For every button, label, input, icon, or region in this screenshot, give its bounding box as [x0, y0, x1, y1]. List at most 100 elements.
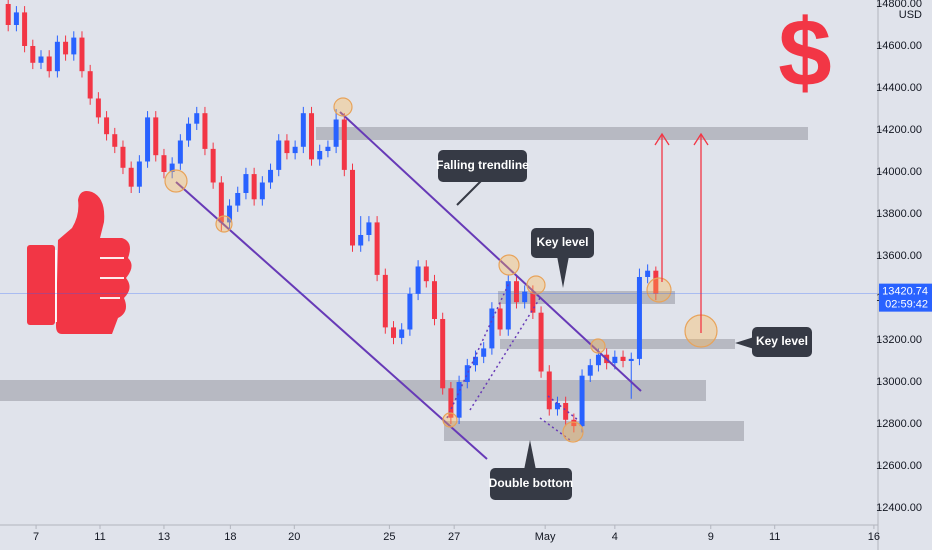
y-tick-label: 14400.00 [876, 82, 922, 94]
candle-body [128, 167, 134, 187]
candle-body [309, 113, 315, 160]
last-price-label: 13420.74 [882, 286, 928, 298]
x-tick-label: 11 [94, 531, 105, 543]
candle-body [243, 174, 249, 193]
candle-body [325, 146, 331, 151]
highlight-circle [646, 277, 672, 303]
highlight-circle [215, 215, 233, 233]
callout-pointer [557, 256, 569, 288]
x-tick-label: 27 [448, 531, 460, 543]
candle-body [530, 291, 536, 313]
candle-body [341, 119, 347, 170]
y-tick-label: 12600.00 [876, 460, 922, 472]
candle-body [161, 155, 167, 172]
callout-pointer [735, 337, 754, 349]
candle-body [177, 140, 183, 164]
candle-body [259, 182, 265, 200]
callout-label: Falling trendline [436, 158, 529, 172]
y-tick-label: 13200.00 [876, 334, 922, 346]
last-price-bg [879, 283, 932, 312]
candle-body [54, 41, 60, 72]
trendline [175, 181, 488, 460]
candle-body [317, 150, 323, 160]
highlight-circle [333, 97, 353, 117]
y-tick-label: 14600.00 [876, 40, 922, 52]
callout-label: Double bottom [489, 476, 574, 490]
candle-body [104, 117, 110, 135]
candle-body [464, 365, 470, 382]
candle-body [391, 327, 397, 338]
thumbs-up-icon [27, 191, 132, 334]
x-tick-label: 7 [33, 531, 39, 543]
candle-body [407, 293, 413, 330]
candle-body [350, 169, 356, 246]
x-tick-label: 25 [383, 531, 395, 543]
price-axis [878, 0, 932, 550]
candle-body [456, 381, 462, 418]
callout-box [531, 228, 594, 258]
currency-label: USD [899, 9, 922, 21]
candle-body [440, 318, 446, 389]
candle-body [292, 146, 298, 154]
x-tick-label: 9 [708, 531, 714, 543]
y-tick-label: 13800.00 [876, 208, 922, 220]
candle-body [636, 276, 642, 359]
axis-labels: 12400.00 12600.00 12800.00 13000.00 13200.00… [33, 0, 922, 543]
candle-body [620, 356, 626, 361]
candle-body [268, 169, 274, 183]
candle-body [522, 291, 528, 303]
candle-body [489, 308, 495, 349]
candle-body [505, 281, 511, 330]
callout-box [752, 327, 812, 357]
candle-body [87, 71, 93, 99]
y-tick-label: 13000.00 [876, 376, 922, 388]
candle-body [579, 375, 585, 427]
zones [0, 127, 808, 441]
candle-body [194, 113, 200, 124]
highlight-circle [442, 412, 458, 428]
callout-pointer [456, 179, 483, 206]
countdown-label: 02:59:42 [885, 299, 928, 311]
channel-line [547, 395, 579, 421]
candle-body [153, 117, 159, 156]
candle-body [538, 312, 544, 372]
candle-body [472, 356, 478, 366]
candle-body [546, 371, 552, 410]
y-tick-label: 13600.00 [876, 250, 922, 262]
highlight-circle [526, 275, 546, 295]
callout-label: Key level [756, 334, 808, 348]
callout-box [490, 468, 572, 500]
candle-body [366, 222, 372, 235]
candle-body [5, 3, 11, 25]
candle-body [22, 12, 28, 46]
candle-body [112, 134, 118, 147]
candle-body [554, 402, 560, 410]
x-tick-label: 13 [158, 531, 170, 543]
candle-body [227, 205, 233, 223]
candle-body [587, 365, 593, 376]
y-tick-label: 14000.00 [876, 166, 922, 178]
candle-body [71, 37, 77, 55]
candle-body [415, 266, 421, 294]
candle-body [497, 308, 503, 330]
candle-body [46, 56, 52, 72]
candle-body [284, 140, 290, 154]
candle-body [38, 56, 44, 63]
dollar-icon: $ [778, 0, 831, 106]
zone [500, 339, 735, 349]
x-tick-label: 11 [769, 531, 780, 543]
candle-body [218, 182, 224, 223]
candle-body [571, 419, 577, 427]
highlight-circle [590, 338, 606, 354]
candle-body [30, 45, 36, 63]
candle-body [202, 113, 208, 149]
y-tick-label: 14200.00 [876, 124, 922, 136]
candle-body [653, 270, 659, 294]
candle-body [382, 274, 388, 328]
candle-body [423, 266, 429, 282]
thumb-finger-lines [100, 257, 124, 299]
